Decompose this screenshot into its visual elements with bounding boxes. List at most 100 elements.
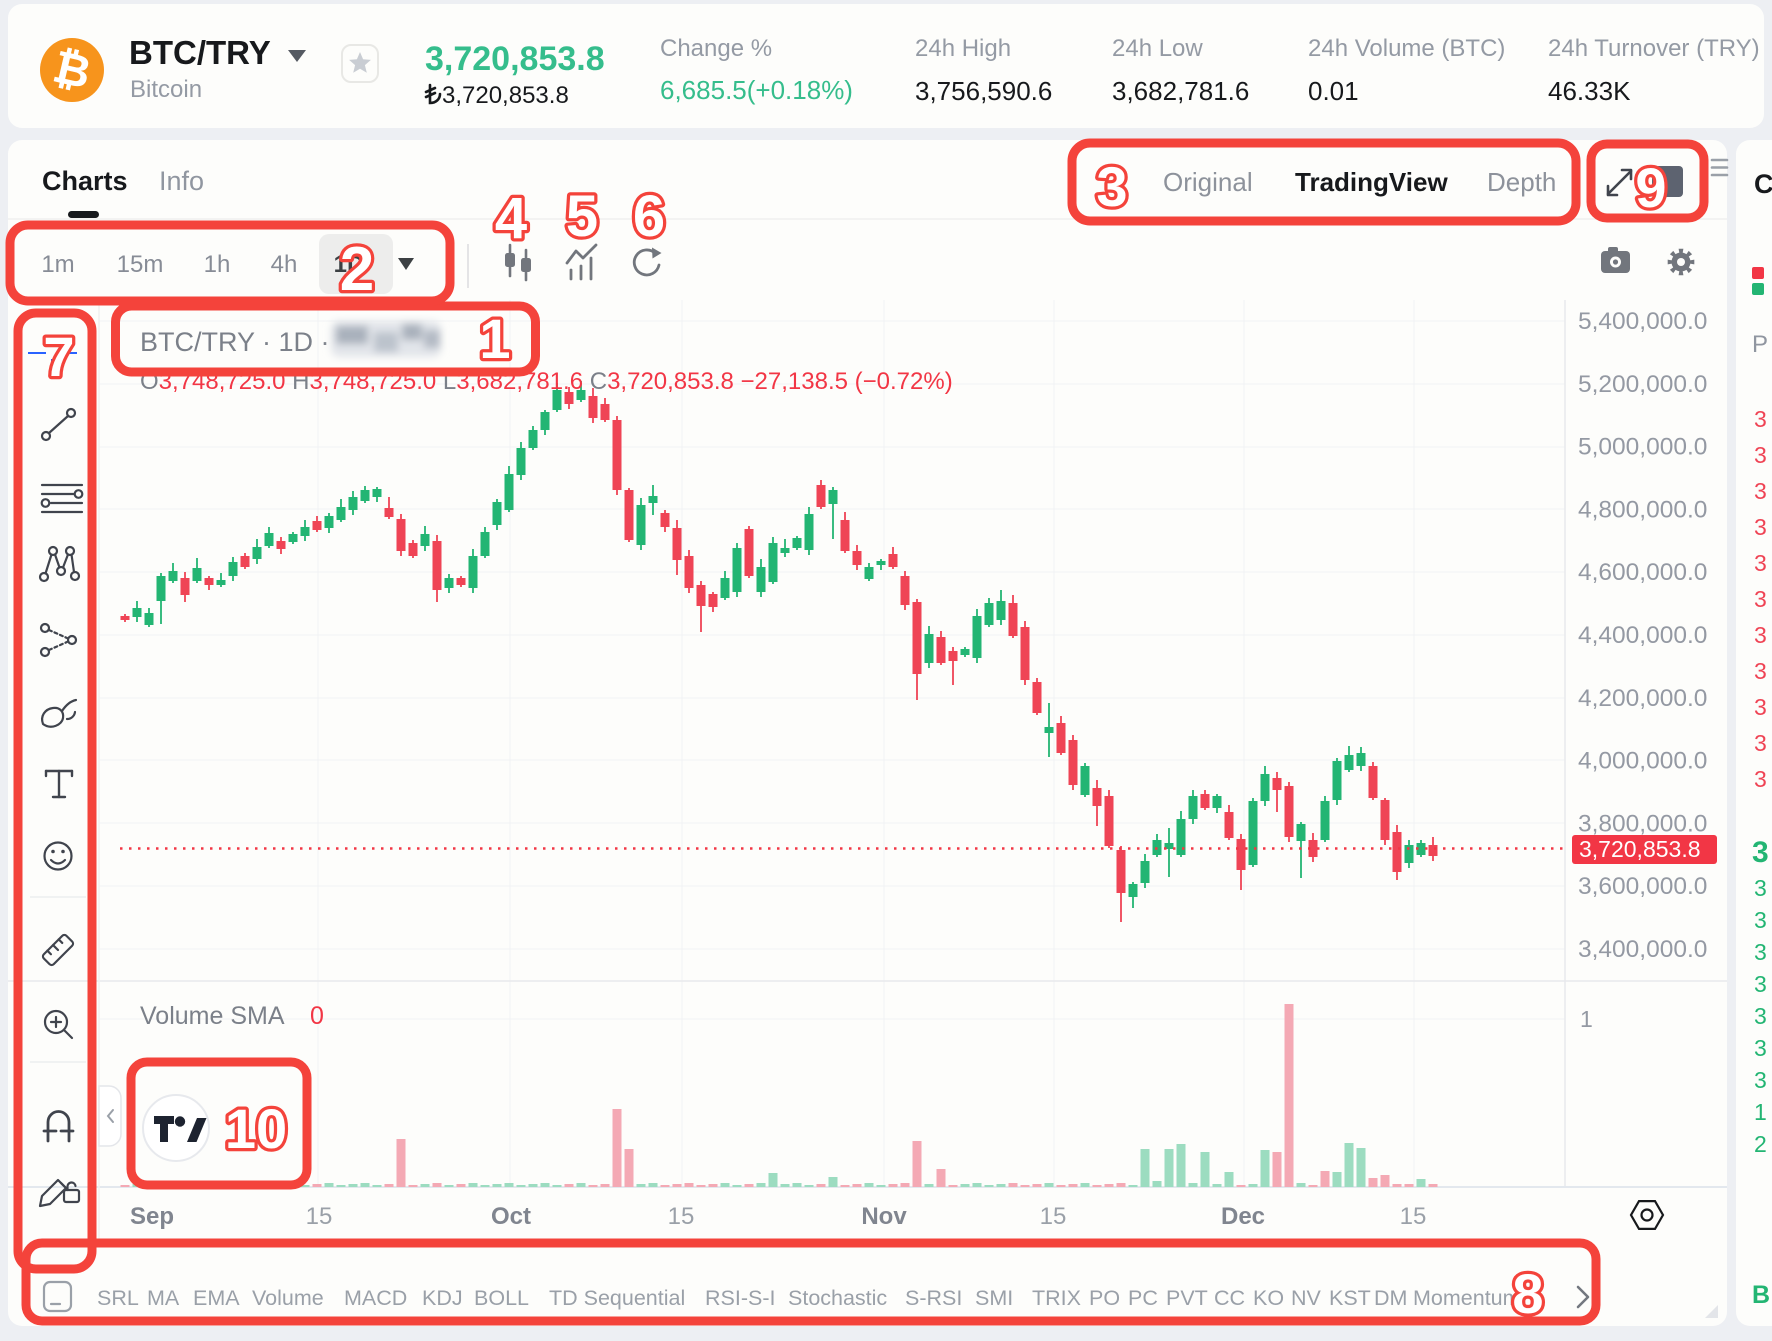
svg-text:1: 1	[1754, 1099, 1767, 1125]
svg-text:3,600,000.0: 3,600,000.0	[1578, 873, 1707, 900]
svg-text:TRIX: TRIX	[1032, 1286, 1081, 1310]
svg-text:PO: PO	[1089, 1286, 1120, 1310]
svg-text:1h: 1h	[204, 251, 231, 278]
svg-text:Stochastic: Stochastic	[788, 1286, 887, 1310]
svg-text:MA: MA	[147, 1286, 180, 1310]
svg-text:Bitcoin: Bitcoin	[130, 76, 202, 103]
svg-text:2: 2	[1754, 1131, 1767, 1157]
svg-text:KST: KST	[1329, 1286, 1371, 1310]
svg-text:5,400,000.0: 5,400,000.0	[1578, 308, 1707, 335]
svg-text:24h Turnover (TRY): 24h Turnover (TRY)	[1548, 35, 1760, 62]
svg-text:9: 9	[1635, 156, 1666, 219]
svg-text:S-RSI: S-RSI	[905, 1286, 962, 1310]
svg-text:46.33K: 46.33K	[1548, 76, 1631, 106]
svg-text:3: 3	[1754, 1067, 1767, 1093]
svg-text:3: 3	[1754, 694, 1767, 720]
svg-text:Info: Info	[159, 166, 204, 196]
svg-text:BOLL: BOLL	[474, 1286, 529, 1310]
svg-text:0: 0	[310, 1002, 324, 1030]
svg-text:6: 6	[633, 184, 665, 249]
svg-text:15: 15	[1040, 1203, 1067, 1230]
svg-text:15m: 15m	[117, 251, 164, 278]
svg-text:3: 3	[1754, 550, 1767, 576]
svg-text:SRL: SRL	[97, 1286, 139, 1310]
svg-text:RSI-S-I: RSI-S-I	[705, 1286, 775, 1310]
svg-text:15: 15	[668, 1203, 695, 1230]
svg-text:3: 3	[1754, 514, 1767, 540]
svg-text:PC: PC	[1128, 1286, 1158, 1310]
svg-text:3: 3	[1754, 907, 1767, 933]
svg-text:3,720,853.8: 3,720,853.8	[1579, 836, 1701, 862]
svg-text:3,682,781.6: 3,682,781.6	[1112, 76, 1249, 106]
svg-text:15: 15	[306, 1203, 333, 1230]
svg-text:3: 3	[1754, 586, 1767, 612]
svg-text:3,800,000.0: 3,800,000.0	[1578, 810, 1707, 837]
svg-text:MACD: MACD	[344, 1286, 407, 1310]
svg-text:3: 3	[1754, 442, 1767, 468]
svg-text:4: 4	[495, 186, 527, 251]
svg-text:3: 3	[1754, 971, 1767, 997]
svg-text:3,720,853.8: 3,720,853.8	[425, 40, 605, 78]
svg-text:CC: CC	[1214, 1286, 1245, 1310]
svg-text:3: 3	[1754, 875, 1767, 901]
svg-text:5: 5	[566, 184, 598, 249]
svg-text:SMI: SMI	[975, 1286, 1013, 1310]
svg-text:7: 7	[43, 325, 74, 388]
svg-text:3: 3	[1754, 730, 1767, 756]
svg-text:Change %: Change %	[660, 35, 772, 62]
svg-text:1D: 1D	[334, 251, 365, 278]
svg-text:8: 8	[1512, 1262, 1543, 1325]
svg-text:3: 3	[1754, 406, 1767, 432]
svg-text:4,000,000.0: 4,000,000.0	[1578, 748, 1707, 775]
svg-text:3,756,590.6: 3,756,590.6	[915, 76, 1052, 106]
svg-text:3,400,000.0: 3,400,000.0	[1578, 936, 1707, 963]
svg-text:TradingView: TradingView	[1295, 167, 1448, 197]
svg-text:0.01: 0.01	[1308, 76, 1359, 106]
svg-text:24h High: 24h High	[915, 35, 1011, 62]
svg-text:24h Low: 24h Low	[1112, 35, 1203, 62]
svg-text:B: B	[1752, 1281, 1770, 1309]
svg-text:KDJ: KDJ	[422, 1286, 463, 1310]
svg-text:NV: NV	[1291, 1286, 1322, 1310]
svg-text:3,720,853.8: 3,720,853.8	[442, 82, 569, 109]
svg-text:Depth: Depth	[1487, 167, 1556, 197]
svg-text:Dec: Dec	[1221, 1203, 1265, 1230]
svg-text:Original: Original	[1163, 167, 1253, 197]
svg-text:3: 3	[1754, 1035, 1767, 1061]
svg-text:Oct: Oct	[491, 1203, 531, 1230]
svg-text:DM: DM	[1374, 1286, 1407, 1310]
svg-text:5,200,000.0: 5,200,000.0	[1578, 371, 1707, 398]
svg-text:Volume SMA: Volume SMA	[140, 1002, 285, 1030]
svg-text:1: 1	[1580, 1006, 1593, 1032]
svg-text:P: P	[1752, 331, 1768, 358]
svg-text:Charts: Charts	[42, 166, 128, 196]
svg-text:3: 3	[1754, 1003, 1767, 1029]
svg-text:4,400,000.0: 4,400,000.0	[1578, 622, 1707, 649]
svg-text:EMA: EMA	[193, 1286, 240, 1310]
svg-text:1: 1	[479, 307, 510, 370]
svg-text:15: 15	[1400, 1203, 1427, 1230]
svg-text:Volume: Volume	[252, 1286, 324, 1310]
svg-text:3: 3	[1096, 155, 1127, 218]
svg-text:TD Sequential: TD Sequential	[549, 1286, 685, 1310]
svg-text:Nov: Nov	[861, 1203, 907, 1230]
svg-text:3: 3	[1754, 622, 1767, 648]
svg-text:4,200,000.0: 4,200,000.0	[1578, 685, 1707, 712]
svg-text:5,000,000.0: 5,000,000.0	[1578, 434, 1707, 461]
svg-text:3: 3	[1752, 836, 1769, 869]
svg-text:BTC/TRY: BTC/TRY	[129, 34, 271, 71]
svg-text:Momentum: Momentum	[1413, 1286, 1521, 1310]
svg-text:3: 3	[1754, 658, 1767, 684]
svg-text:PVT: PVT	[1166, 1286, 1208, 1310]
svg-text:4,600,000.0: 4,600,000.0	[1578, 559, 1707, 586]
svg-text:24h Volume (BTC): 24h Volume (BTC)	[1308, 35, 1505, 62]
svg-text:3: 3	[1754, 939, 1767, 965]
svg-text:BTC/TRY · 1D ·: BTC/TRY · 1D ·	[140, 327, 330, 357]
svg-text:10: 10	[225, 1097, 287, 1160]
svg-text:KO: KO	[1253, 1286, 1284, 1310]
svg-text:1m: 1m	[41, 251, 74, 278]
svg-text:Sep: Sep	[130, 1203, 174, 1230]
svg-text:4,800,000.0: 4,800,000.0	[1578, 496, 1707, 523]
svg-text:2: 2	[340, 235, 374, 304]
svg-text:4h: 4h	[271, 251, 298, 278]
